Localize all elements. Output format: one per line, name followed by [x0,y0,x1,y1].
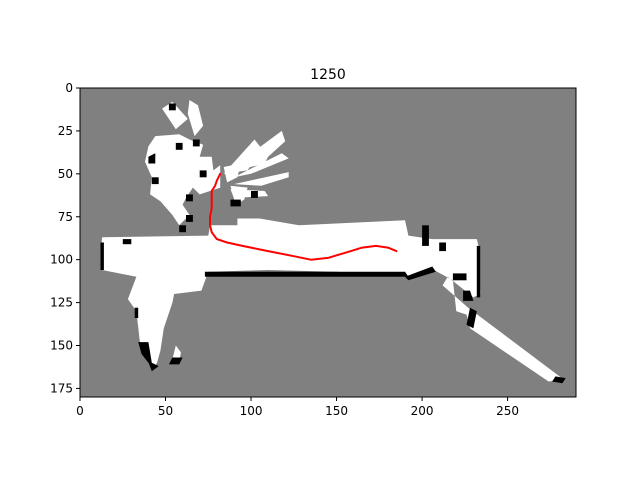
obstacle-region [192,139,200,147]
obstacle-region [134,307,139,318]
obstacle-region [405,266,436,281]
y-tick-label: 150 [50,339,73,353]
x-tick-label: 200 [411,404,434,418]
y-tick-label: 50 [58,167,73,181]
x-tick-label: 250 [496,404,519,418]
obstacle-region [179,225,186,233]
free-region [100,218,564,382]
x-tick-label: 150 [325,404,348,418]
x-tick-label: 50 [158,404,173,418]
obstacle-region [199,170,207,178]
free-region [145,134,221,226]
obstacle-region [148,153,156,164]
occupied-space-layer [100,103,566,384]
obstacle-region [422,225,429,246]
x-axis: 0 50 100 150 200 250 [76,397,519,418]
plot-frame [79,87,577,398]
plot-area [80,88,576,397]
chart-title: 1250 [310,67,346,83]
free-region [223,130,286,174]
y-axis: 0 25 50 75 100 125 150 175 [50,81,80,395]
obstacle-region [251,191,258,198]
obstacle-region [204,271,409,277]
robot-path [209,172,398,261]
obstacle-region [463,290,474,301]
obstacle-region [230,199,241,207]
obstacle-region [552,376,566,384]
obstacle-region [452,273,467,281]
y-tick-label: 175 [50,381,73,395]
free-space-layer [100,100,564,382]
obstacle-region [439,242,446,252]
obstacle-region [138,342,159,372]
obstacle-region [100,242,104,270]
obstacle-region [168,103,176,111]
obstacle-region [175,142,183,150]
free-region [233,172,289,186]
free-region [233,153,289,178]
free-region [187,100,204,137]
obstacle-region [186,215,193,222]
y-tick-label: 25 [58,124,73,138]
obstacle-region [151,177,159,185]
y-tick-label: 75 [58,210,73,224]
y-tick-label: 100 [50,253,73,267]
x-tick-label: 0 [76,404,84,418]
free-region [230,189,269,198]
obstacle-region [122,239,132,245]
x-tick-label: 100 [240,404,263,418]
obstacle-region [466,307,477,329]
robot-path-layer [209,172,398,261]
obstacle-region [476,245,481,298]
y-tick-label: 0 [65,81,73,95]
free-region [162,101,188,130]
y-tick-label: 125 [50,296,73,310]
free-region [223,139,262,174]
obstacle-region [168,357,183,365]
obstacle-region [186,194,193,202]
